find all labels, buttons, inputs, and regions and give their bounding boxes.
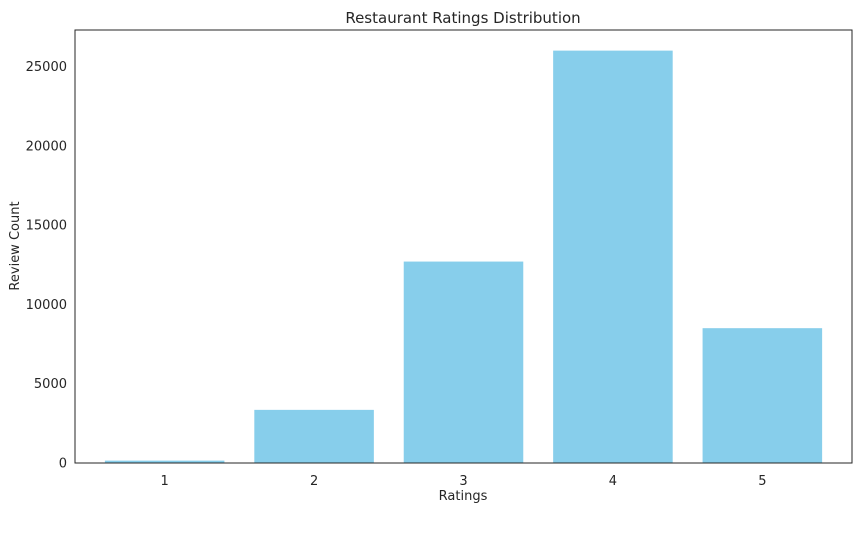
bar-rating-4 — [553, 50, 673, 464]
bar-rating-5 — [702, 328, 823, 463]
x-axis-label: Ratings — [439, 489, 488, 504]
x-tick-label: 5 — [758, 474, 766, 489]
y-tick-label: 5000 — [34, 377, 67, 392]
x-tick-label: 4 — [609, 474, 617, 489]
x-axis-ticks: 1 2 3 4 5 — [161, 474, 767, 489]
y-tick-label: 0 — [59, 457, 67, 472]
x-tick-label: 1 — [161, 474, 169, 489]
y-tick-label: 20000 — [26, 139, 67, 154]
chart-title: Restaurant Ratings Distribution — [345, 9, 580, 27]
bar-rating-1 — [104, 460, 225, 463]
y-tick-label: 10000 — [26, 298, 67, 313]
x-tick-label: 3 — [459, 474, 467, 489]
y-axis-ticks: 0 5000 10000 15000 20000 25000 — [26, 60, 67, 472]
bar-rating-3 — [403, 261, 524, 463]
bar-rating-2 — [254, 409, 374, 463]
bars-group — [104, 50, 823, 464]
y-axis-label: Review Count — [8, 201, 23, 290]
plot-frame — [74, 29, 853, 464]
x-tick-label: 2 — [310, 474, 318, 489]
y-tick-label: 25000 — [26, 60, 67, 75]
y-tick-label: 15000 — [26, 219, 67, 234]
